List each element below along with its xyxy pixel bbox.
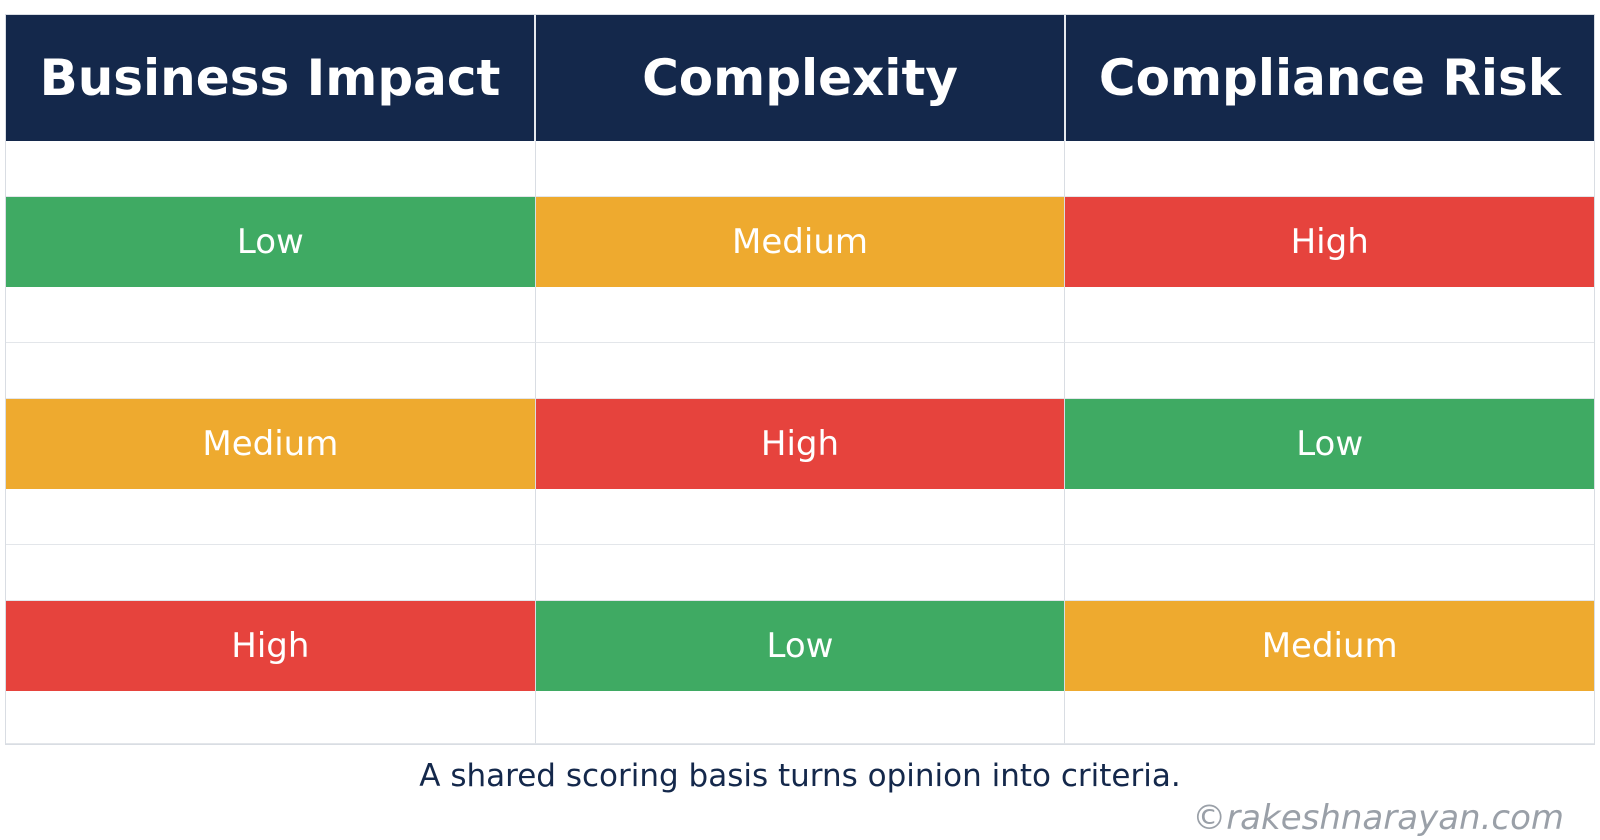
empty-cell: [6, 141, 536, 197]
score-cell: Low: [535, 601, 1066, 691]
score-row-1: Low Medium High: [6, 197, 1595, 287]
empty-cell: [1065, 287, 1595, 343]
empty-cell: [535, 545, 1066, 601]
watermark: ©rakeshnarayan.com: [1192, 798, 1564, 838]
score-cell: Low: [6, 197, 536, 287]
spacer-row: [6, 489, 1595, 545]
spacer-row: [6, 287, 1595, 343]
empty-cell: [1065, 545, 1595, 601]
empty-cell: [6, 691, 536, 744]
empty-cell: [6, 287, 536, 343]
score-cell: Low: [1065, 399, 1595, 489]
empty-cell: [535, 489, 1066, 545]
scoring-table: Business Impact Complexity Compliance Ri…: [5, 14, 1595, 745]
empty-cell: [1065, 691, 1595, 744]
header-compliance-risk: Compliance Risk: [1098, 49, 1562, 107]
empty-cell: [1065, 141, 1595, 197]
score-cell: Medium: [1065, 601, 1595, 691]
score-cell: High: [1065, 197, 1595, 287]
empty-cell: [6, 489, 536, 545]
empty-cell: [535, 691, 1066, 744]
score-cell: High: [535, 399, 1066, 489]
spacer-row: [6, 545, 1595, 601]
score-row-3: High Low Medium: [6, 601, 1595, 691]
empty-cell: [6, 343, 536, 399]
empty-cell: [535, 287, 1066, 343]
score-cell: Medium: [535, 197, 1066, 287]
empty-cell: [1065, 489, 1595, 545]
score-cell: High: [6, 601, 536, 691]
empty-cell: [1065, 343, 1595, 399]
empty-cell: [535, 343, 1066, 399]
caption: A shared scoring basis turns opinion int…: [419, 758, 1181, 794]
spacer-row: [6, 343, 1595, 399]
table-header: Business Impact Complexity Compliance Ri…: [6, 15, 1594, 141]
empty-cell: [6, 545, 536, 601]
score-row-2: Medium High Low: [6, 399, 1595, 489]
header-business-impact: Business Impact: [6, 15, 536, 141]
spacer-row: [6, 141, 1595, 197]
spacer-row: [6, 691, 1595, 744]
empty-cell: [535, 141, 1066, 197]
header-complexity: Complexity: [536, 15, 1066, 141]
score-cell: Medium: [6, 399, 536, 489]
